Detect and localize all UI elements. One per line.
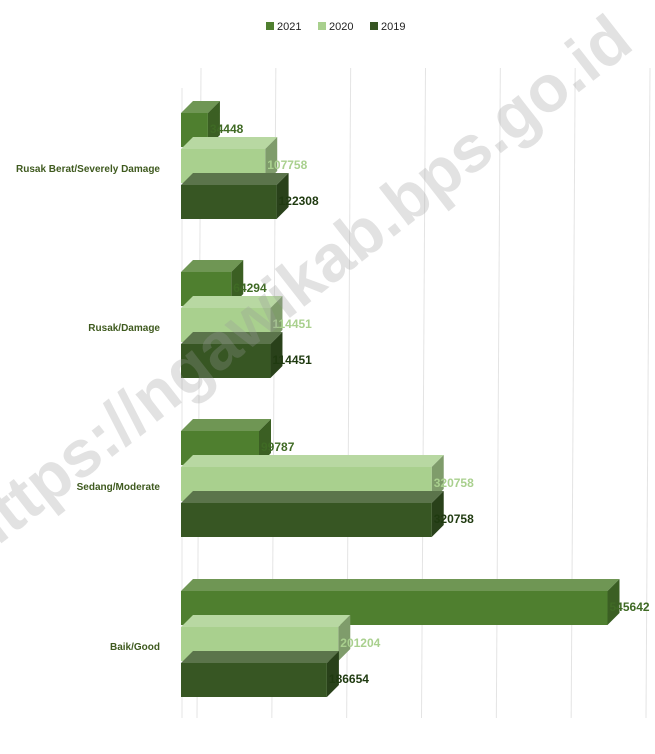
bar-top-2021 — [181, 260, 244, 272]
value-label-2021: 64294 — [233, 281, 267, 295]
legend-label-2020: 2020 — [329, 21, 353, 33]
bar-top-2020 — [181, 455, 444, 467]
bar-top-2020 — [181, 296, 283, 308]
value-label-2019: 114451 — [272, 353, 312, 367]
bar-side-2020 — [265, 137, 278, 183]
bar-side-2019 — [270, 332, 283, 378]
legend: 2021 2020 2019 — [266, 21, 405, 33]
bar-side-2020 — [270, 296, 283, 342]
grid-line — [645, 67, 651, 719]
bar-top-2021 — [181, 101, 220, 113]
value-label-2020: 114451 — [272, 317, 312, 331]
bar-top-2021 — [181, 419, 272, 431]
bar-top-2021 — [181, 579, 620, 591]
bar-side-2021 — [607, 579, 620, 625]
bar-top-2019 — [181, 491, 444, 503]
bar-2019 — [181, 185, 277, 219]
bar-side-2021 — [259, 419, 272, 465]
bar-top-2020 — [181, 615, 351, 627]
value-label-2021: 99787 — [261, 440, 295, 454]
value-label-2019: 122308 — [279, 194, 319, 208]
legend-swatch-2020 — [318, 22, 326, 30]
value-label-2021: 34448 — [210, 122, 244, 136]
legend-swatch-2021 — [266, 22, 274, 30]
bar-side-2021 — [207, 101, 220, 147]
legend-swatch-2019 — [370, 22, 378, 30]
value-label-2019: 186654 — [329, 672, 369, 686]
value-label-2020: 107758 — [267, 158, 307, 172]
bar-top-2019 — [181, 332, 283, 344]
bar-2019 — [181, 344, 271, 378]
category-label: Rusak/Damage — [88, 323, 160, 334]
legend-label-2019: 2019 — [381, 21, 405, 33]
bar-side-2019 — [431, 491, 444, 537]
bar-2019 — [181, 503, 432, 537]
bar-side-2021 — [231, 260, 244, 306]
value-label-2020: 320758 — [434, 476, 474, 490]
bar-side-2020 — [338, 615, 351, 661]
bar-top-2019 — [181, 173, 289, 185]
category-label: Sedang/Moderate — [77, 482, 161, 493]
bar-side-2019 — [276, 173, 289, 219]
category-label: Baik/Good — [110, 642, 160, 653]
bar-side-2020 — [431, 455, 444, 501]
label-layer: Rusak Berat/Severely Damage 34448 107758 12… — [16, 122, 650, 686]
category-label: Rusak Berat/Severely Damage — [16, 164, 160, 175]
value-label-2020: 201204 — [340, 636, 380, 650]
legend-label-2021: 2021 — [277, 21, 301, 33]
bar-top-2019 — [181, 651, 339, 663]
bar-layer — [181, 101, 620, 697]
value-label-2021: 545642 — [610, 600, 650, 614]
bar-top-2020 — [181, 137, 278, 149]
bar-2019 — [181, 663, 327, 697]
value-label-2019: 320758 — [434, 512, 474, 526]
bar-side-2019 — [326, 651, 339, 697]
